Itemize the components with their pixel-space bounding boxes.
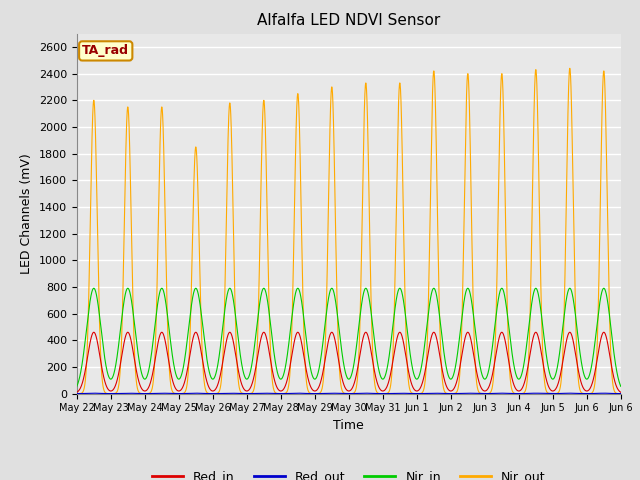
Legend: Red_in, Red_out, Nir_in, Nir_out: Red_in, Red_out, Nir_in, Nir_out xyxy=(147,465,550,480)
Y-axis label: LED Channels (mV): LED Channels (mV) xyxy=(20,153,33,274)
Title: Alfalfa LED NDVI Sensor: Alfalfa LED NDVI Sensor xyxy=(257,13,440,28)
X-axis label: Time: Time xyxy=(333,419,364,432)
Text: TA_rad: TA_rad xyxy=(82,44,129,58)
